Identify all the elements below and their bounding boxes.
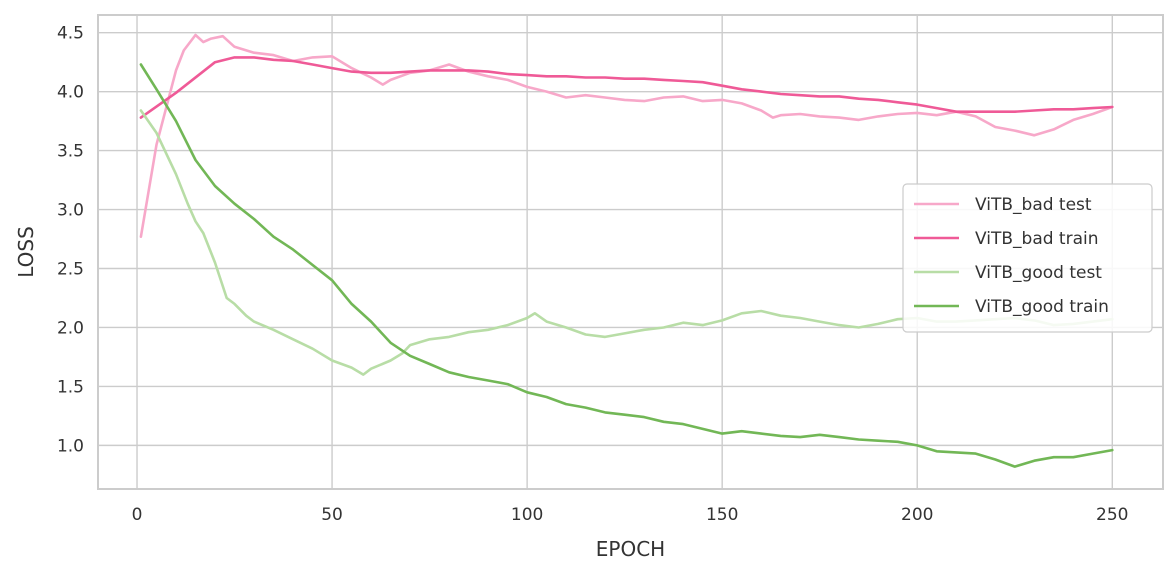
legend-entry: ViTB_good train: [975, 297, 1109, 317]
x-tick-label: 250: [1096, 505, 1128, 525]
y-tick-label: 1.5: [57, 377, 84, 397]
x-tick-label: 200: [901, 505, 933, 525]
y-tick-label: 3.0: [57, 201, 84, 221]
legend-entry: ViTB_bad test: [975, 195, 1092, 215]
x-tick-label: 150: [706, 505, 738, 525]
x-tick-label: 0: [132, 505, 143, 525]
x-tick-label: 100: [511, 505, 543, 525]
x-axis-label: EPOCH: [596, 537, 665, 561]
tick-labels: 0 50 100 150 200 250 1.0 1.5 2.0 2.5 3.0 3.5 4.0 4.5: [57, 24, 1129, 525]
plot-frame: [97, 14, 1164, 490]
series-line-1: [139, 33, 1114, 238]
y-tick-label: 4.0: [57, 83, 84, 103]
y-tick-label: 3.5: [57, 142, 84, 162]
y-tick-label: 2.0: [57, 318, 84, 338]
legend-entry: ViTB_bad train: [975, 229, 1099, 249]
series-line-2: [139, 56, 1114, 119]
x-tick-label: 50: [321, 505, 343, 525]
y-tick-label: 2.5: [57, 260, 84, 280]
legend-entry: ViTB_good test: [975, 263, 1102, 283]
legend: ViTB_bad test ViTB_bad train ViTB_good tes…: [902, 183, 1153, 333]
y-tick-label: 4.5: [57, 24, 84, 44]
y-tick-label: 1.0: [57, 436, 84, 456]
legend-box: [902, 183, 1153, 333]
y-axis-label: LOSS: [14, 226, 38, 278]
series-line-4: [139, 63, 1114, 468]
